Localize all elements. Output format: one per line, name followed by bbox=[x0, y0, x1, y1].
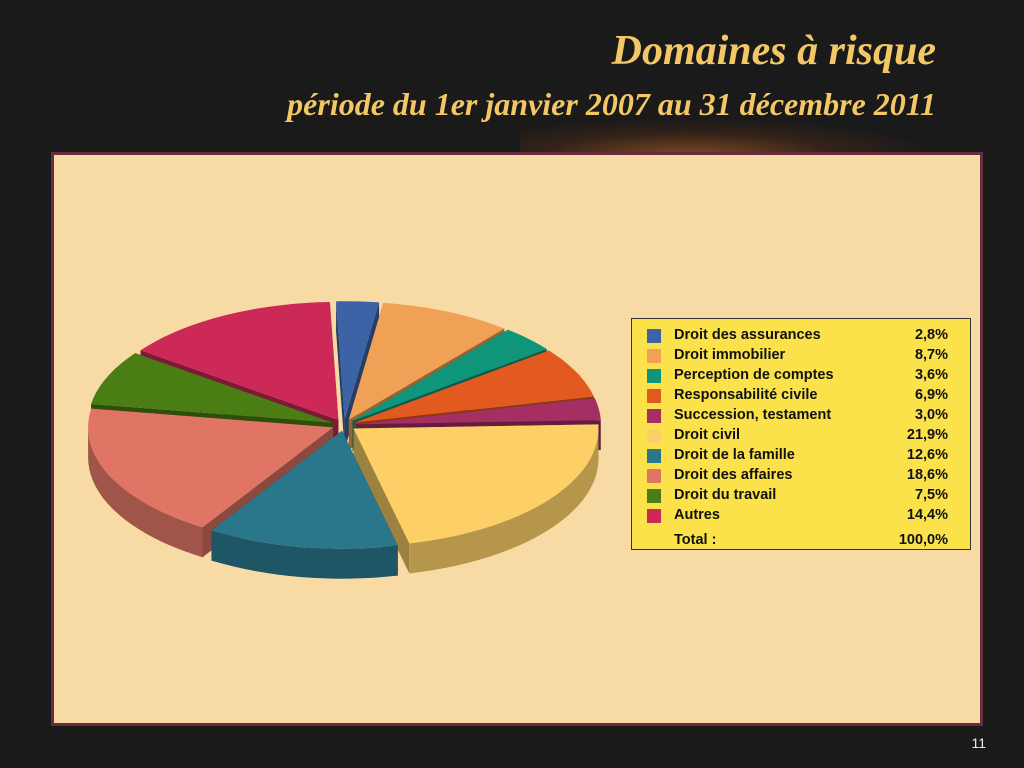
page-number: 11 bbox=[971, 735, 986, 751]
legend-swatch bbox=[647, 449, 661, 463]
legend-item: Autres 14,4% bbox=[632, 506, 970, 526]
legend-item: Droit des affaires 18,6% bbox=[632, 466, 970, 486]
legend-label: Droit des affaires bbox=[674, 467, 793, 483]
chart-panel: Droit des assurances 2,8% Droit immobilier… bbox=[51, 152, 983, 726]
legend-value: 3,6% bbox=[914, 367, 948, 383]
legend-label: Succession, testament bbox=[674, 407, 832, 423]
pie-slice-top bbox=[355, 398, 601, 425]
legend-item: Droit immobilier 8,7% bbox=[632, 346, 970, 366]
pie-slice-top bbox=[354, 350, 594, 423]
legend-value: 21,9% bbox=[906, 427, 948, 443]
legend-label: Droit de la famille bbox=[674, 447, 795, 463]
legend-label: Droit civil bbox=[674, 427, 741, 443]
legend-swatch bbox=[647, 489, 661, 503]
legend-total: Total : 100,0% bbox=[632, 531, 970, 551]
slide-subtitle: période du 1er janvier 2007 au 31 décemb… bbox=[287, 86, 936, 122]
pie-chart bbox=[88, 301, 601, 579]
pie-slice-top bbox=[140, 302, 339, 420]
legend-label: Perception de comptes bbox=[674, 367, 834, 383]
pie-slice bbox=[353, 424, 599, 574]
legend-label: Droit du travail bbox=[674, 487, 777, 503]
pie-slice bbox=[211, 430, 398, 579]
legend-value: 8,7% bbox=[914, 347, 948, 363]
pie-slice-top bbox=[336, 301, 380, 420]
pie-slice-top bbox=[352, 329, 547, 421]
legend-label: Droit des assurances bbox=[674, 327, 821, 343]
legend-item: Responsabilité civile 6,9% bbox=[632, 386, 970, 406]
legend-value: 6,9% bbox=[914, 387, 948, 403]
pie-slice-top bbox=[88, 408, 334, 528]
legend-swatch bbox=[647, 329, 661, 343]
legend-value: 3,0% bbox=[914, 407, 948, 423]
legend-swatch bbox=[647, 349, 661, 363]
chart-legend: Droit des assurances 2,8% Droit immobilier… bbox=[631, 318, 971, 550]
pie-slice-side bbox=[88, 427, 203, 558]
pie-slice-top bbox=[91, 353, 333, 423]
legend-swatch bbox=[647, 469, 661, 483]
pie-slice-top bbox=[211, 430, 398, 549]
legend-item: Droit des assurances 2,8% bbox=[632, 326, 970, 346]
legend-item: Droit du travail 7,5% bbox=[632, 486, 970, 506]
pie-slice-top bbox=[353, 424, 599, 544]
legend-item: Droit de la famille 12,6% bbox=[632, 446, 970, 466]
legend-value: 2,8% bbox=[914, 327, 948, 343]
pie-slice-wall bbox=[353, 428, 410, 574]
legend-item: Droit civil 21,9% bbox=[632, 426, 970, 446]
legend-total-label: Total : bbox=[674, 532, 717, 548]
legend-value: 14,4% bbox=[906, 507, 948, 523]
legend-swatch bbox=[647, 429, 661, 443]
legend-swatch bbox=[647, 409, 661, 423]
legend-item: Succession, testament 3,0% bbox=[632, 406, 970, 426]
pie-slice-side bbox=[409, 428, 599, 574]
pie-slice-wall bbox=[336, 301, 345, 450]
legend-item: Perception de comptes 3,6% bbox=[632, 366, 970, 386]
legend-value: 7,5% bbox=[914, 487, 948, 503]
legend-label: Autres bbox=[674, 507, 720, 523]
slide-title: Domaines à risque bbox=[611, 28, 936, 74]
pie-slice-top bbox=[348, 302, 505, 420]
legend-value: 12,6% bbox=[906, 447, 948, 463]
legend-label: Responsabilité civile bbox=[674, 387, 818, 403]
legend-label: Droit immobilier bbox=[674, 347, 786, 363]
legend-value: 18,6% bbox=[906, 467, 948, 483]
legend-swatch bbox=[647, 509, 661, 523]
legend-swatch bbox=[647, 369, 661, 383]
pie-slice-side bbox=[211, 530, 398, 579]
legend-swatch bbox=[647, 389, 661, 403]
legend-total-value: 100,0% bbox=[898, 532, 948, 548]
